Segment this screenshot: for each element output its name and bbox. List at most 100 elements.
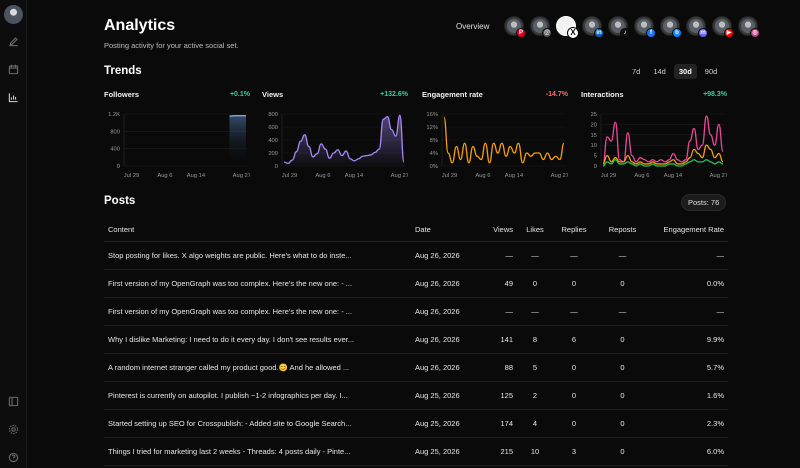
library-icon[interactable] <box>7 395 20 408</box>
chart-change: +132.6% <box>380 91 408 98</box>
range-90d[interactable]: 90d <box>704 67 718 76</box>
table-row[interactable]: Pinterest is currently on autopilot. I p… <box>104 381 728 410</box>
cell-engagement-rate: 0.0% <box>650 269 728 298</box>
platform-account-tiktok[interactable]: ♪ <box>608 16 630 38</box>
platform-account-pinterest[interactable]: P <box>504 16 526 38</box>
cell-reposts: — <box>595 297 650 326</box>
table-row[interactable]: Why I dislike Marketing: I need to do it… <box>104 325 728 354</box>
platform-account-threads[interactable]: @ <box>530 16 552 38</box>
cell-reposts: 0 <box>595 353 650 382</box>
y-tick-label: 0% <box>430 164 438 170</box>
bluesky-icon: b <box>672 28 682 38</box>
cell-likes: 0 <box>517 269 553 298</box>
chart-views: Views +132.6% 800 600 400 200 0 Jul 29 Aug 6 Aug … <box>262 90 408 186</box>
column-header-replies[interactable]: Replies <box>553 219 595 242</box>
platform-account-mastodon[interactable]: m <box>686 16 708 38</box>
chart-change: +98.3% <box>703 91 727 98</box>
x-tick-label: Jul 29 <box>124 173 139 179</box>
x-tick-label: Jul 29 <box>601 173 616 179</box>
y-tick-label: 8% <box>430 138 438 144</box>
cell-views: — <box>479 297 517 326</box>
cell-views: 141 <box>479 325 517 354</box>
chart-title: Views <box>262 90 284 99</box>
table-row[interactable]: Things I tried for marketing last 2 week… <box>104 437 728 466</box>
cell-likes: 10 <box>517 437 553 466</box>
table-row[interactable]: First version of my OpenGraph was too co… <box>104 297 728 326</box>
range-30d[interactable]: 30d <box>673 64 697 79</box>
cell-date: Aug 26, 2026 <box>411 353 479 382</box>
cell-engagement-rate: — <box>650 297 728 326</box>
cell-content: Why I dislike Marketing: I need to do it… <box>104 325 411 354</box>
platform-account-linkedin[interactable]: in <box>582 16 604 38</box>
facebook-icon: f <box>646 28 656 38</box>
help-icon[interactable] <box>7 451 20 464</box>
y-tick-label: 0 <box>275 164 278 170</box>
column-header-engagement-rate[interactable]: Engagement Rate <box>650 219 728 242</box>
cell-engagement-rate: 2.3% <box>650 409 728 438</box>
cell-reposts: 0 <box>595 381 650 410</box>
cell-replies: 0 <box>553 381 595 410</box>
chart-change: +0.1% <box>229 91 250 98</box>
tiktok-icon: ♪ <box>620 28 630 38</box>
y-tick-label: 800 <box>110 129 120 135</box>
series-line <box>229 114 246 117</box>
chart-plot: 800 600 400 200 0 Jul 29 Aug 6 Aug 14 Aug 27 <box>268 112 408 179</box>
cell-engagement-rate: 5.7% <box>650 353 728 382</box>
x-tick-label: Aug 14 <box>187 173 206 179</box>
x-tick-label: Aug 6 <box>315 173 330 179</box>
cell-content: Started setting up SEO for Crosspublish:… <box>104 409 411 438</box>
x-tick-label: Aug 27 <box>710 173 727 179</box>
table-row[interactable]: Stop posting for likes. X algo weights a… <box>104 241 728 270</box>
cell-replies: — <box>553 241 595 270</box>
y-tick-label: 1.2K <box>108 112 120 118</box>
page-subtitle: Posting activity for your active social … <box>104 41 239 50</box>
chart-change: -14.7% <box>545 91 568 98</box>
column-header-reposts[interactable]: Reposts <box>595 219 650 242</box>
range-7d[interactable]: 7d <box>632 67 641 76</box>
series-line <box>602 115 724 165</box>
x-tick-label: Aug 27 <box>233 173 250 179</box>
chart-plot: 1.2K 800 400 0 Jul 29 Aug 6 Aug 14 Aug 27 <box>108 112 250 179</box>
x-tick-label: Jul 29 <box>442 173 457 179</box>
cell-views: 174 <box>479 409 517 438</box>
y-tick-label: 0 <box>594 164 597 170</box>
cell-content: First version of my OpenGraph was too co… <box>104 297 411 326</box>
pinterest-icon: P <box>516 28 526 38</box>
overview-link[interactable]: Overview <box>456 22 490 31</box>
platform-account-facebook[interactable]: f <box>634 16 656 38</box>
platform-account-bluesky[interactable]: b <box>660 16 682 38</box>
table-row[interactable]: Started setting up SEO for Crosspublish:… <box>104 409 728 438</box>
y-tick-label: 12% <box>426 125 438 131</box>
cell-engagement-rate: 1.6% <box>650 381 728 410</box>
x-tick-label: Jul 29 <box>282 173 297 179</box>
x-tick-label: Aug 27 <box>551 173 568 179</box>
cell-likes: — <box>517 241 553 270</box>
column-header-views[interactable]: Views <box>479 219 517 242</box>
x-icon: X <box>567 27 579 39</box>
trends-title: Trends <box>104 65 142 77</box>
column-header-date[interactable]: Date <box>411 219 479 242</box>
compose-icon[interactable] <box>7 35 20 48</box>
table-row[interactable]: First version of my OpenGraph was too co… <box>104 269 728 298</box>
platform-account-instagram[interactable]: ◎ <box>738 16 760 38</box>
cell-replies: 3 <box>553 437 595 466</box>
instagram-icon: ◎ <box>750 28 760 38</box>
chart-title: Followers <box>104 90 140 99</box>
chart-plot: 16% 12% 8% 4% 0% Jul 29 Aug 6 Aug 14 Aug 27 <box>426 112 568 179</box>
analytics-icon[interactable] <box>7 91 20 104</box>
user-avatar[interactable] <box>4 5 23 24</box>
y-tick-label: 4% <box>430 151 438 157</box>
platform-account-youtube[interactable]: ▶ <box>712 16 734 38</box>
settings-icon[interactable] <box>7 423 20 436</box>
y-tick-label: 0 <box>117 164 120 170</box>
column-header-likes[interactable]: Likes <box>517 219 553 242</box>
platform-account-x[interactable]: X <box>556 16 579 39</box>
range-14d[interactable]: 14d <box>653 67 666 76</box>
table-row[interactable]: A random internet stranger called my pro… <box>104 353 728 382</box>
column-header-content[interactable]: Content <box>104 219 411 242</box>
cell-content: Pinterest is currently on autopilot. I p… <box>104 381 411 410</box>
cell-replies: — <box>553 297 595 326</box>
calendar-icon[interactable] <box>7 63 20 76</box>
cell-views: 125 <box>479 381 517 410</box>
cell-reposts: 0 <box>595 325 650 354</box>
